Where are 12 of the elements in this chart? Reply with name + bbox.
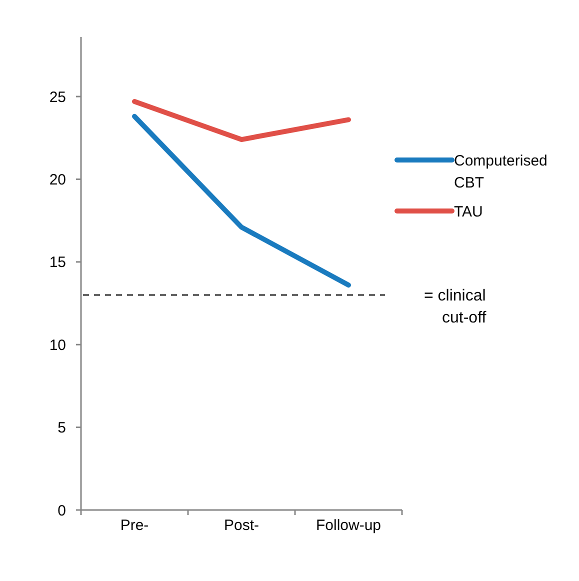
x-tick-label: Post- <box>224 517 260 534</box>
y-tick-label: 20 <box>49 171 66 188</box>
legend-label: TAU <box>454 203 483 220</box>
x-tick-label: Follow-up <box>316 517 382 534</box>
legend-label: Computerised CBT <box>454 152 548 192</box>
ref-line-label: = clinical cut-off <box>424 288 487 327</box>
x-tick-label: Pre- <box>120 517 149 534</box>
y-tick-label: 5 <box>58 420 66 437</box>
y-tick-label: 10 <box>49 336 66 354</box>
y-tick-label: 0 <box>58 502 66 520</box>
y-tick-label: 25 <box>49 88 66 106</box>
y-tick-label: 15 <box>49 254 66 272</box>
